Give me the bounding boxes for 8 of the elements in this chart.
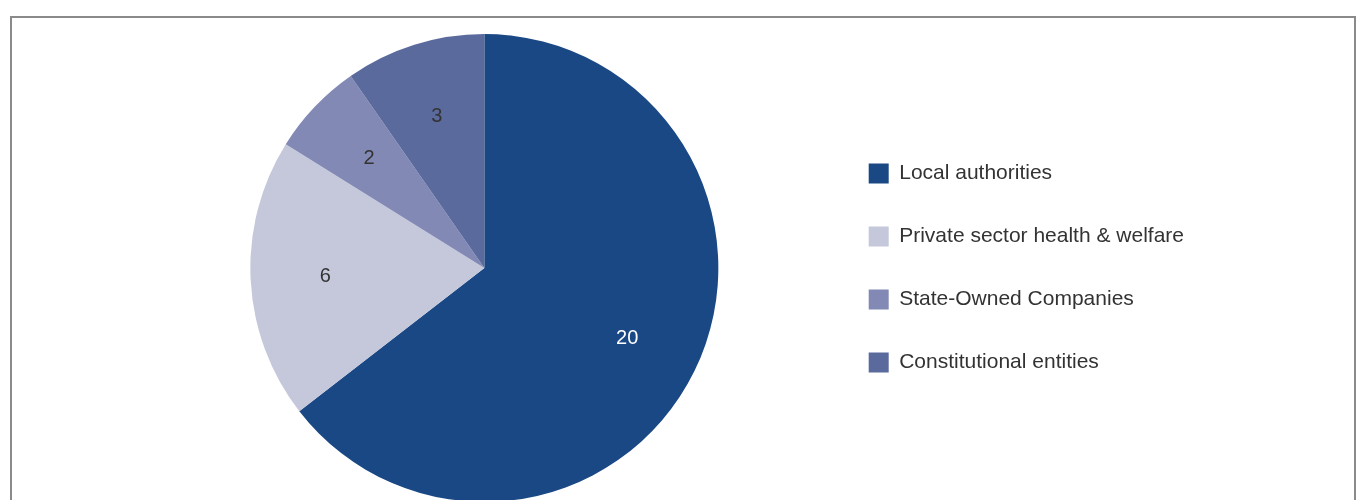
legend-label: Private sector health & welfare xyxy=(899,223,1185,247)
data-label: 2 xyxy=(363,145,375,168)
data-label: 6 xyxy=(319,263,331,286)
legend-label: Constitutional entities xyxy=(899,349,1099,373)
legend-label: State-Owned Companies xyxy=(899,286,1134,310)
legend-label: Local authorities xyxy=(899,160,1053,184)
data-label: 20 xyxy=(616,325,639,348)
data-label: 3 xyxy=(431,103,443,126)
